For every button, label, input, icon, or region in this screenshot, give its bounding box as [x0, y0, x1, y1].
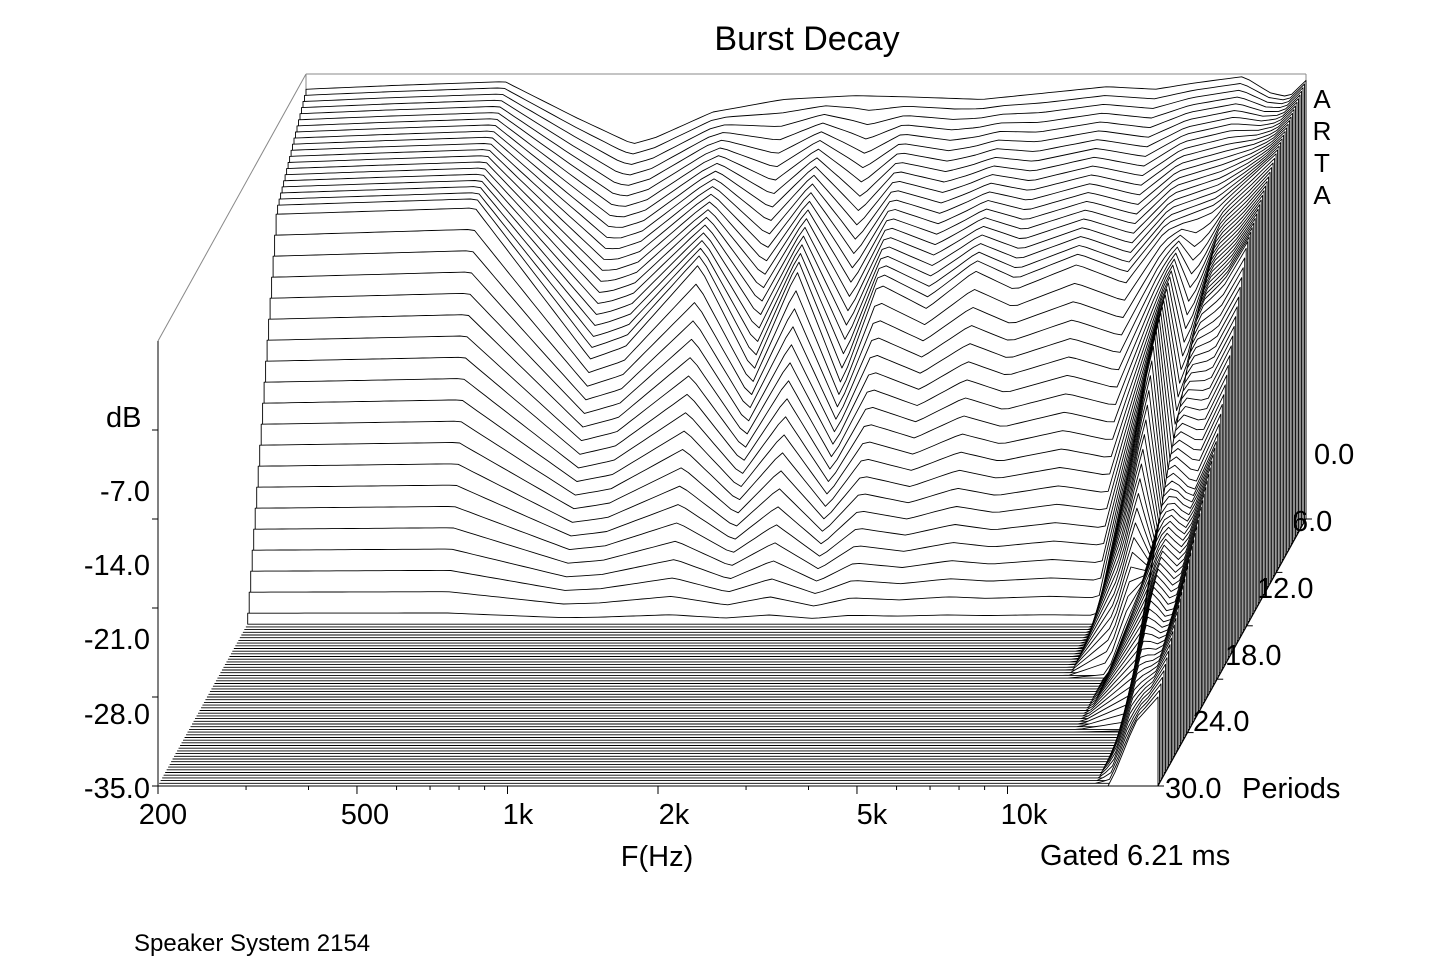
x-tick-label: 2k: [659, 799, 690, 831]
decay-slice: [184, 578, 1186, 738]
decay-slice: [160, 683, 1162, 782]
decay-slices: [157, 76, 1307, 787]
z-tick-label: 18.0: [1225, 640, 1281, 672]
z-tick-label: 30.0: [1165, 773, 1221, 805]
decay-slice: [209, 467, 1211, 693]
decay-slice: [169, 644, 1171, 765]
chart-title: Burst Decay: [714, 20, 899, 58]
y-tick-label: -35.0: [84, 773, 150, 805]
gate-note: Gated 6.21 ms: [1040, 840, 1230, 872]
decay-slice: [187, 565, 1189, 733]
x-tick-label: 10k: [1001, 799, 1048, 831]
software-mark-letter: T: [1314, 148, 1330, 178]
decay-slice: [194, 532, 1196, 720]
y-tick-label: -28.0: [84, 699, 150, 731]
decay-slice: [185, 572, 1187, 736]
decay-slice: [182, 585, 1184, 741]
decay-slice: [197, 519, 1199, 714]
decay-slice: [256, 213, 1258, 609]
decay-slice: [159, 690, 1160, 784]
decay-slice: [199, 513, 1201, 711]
decay-slice: [162, 676, 1163, 779]
decay-slice: [175, 617, 1177, 755]
decay-slice: [166, 657, 1168, 771]
y-tick-label: -7.0: [100, 476, 150, 508]
z-axis-unit-label: Periods: [1242, 773, 1340, 805]
x-axis-label: F(Hz): [621, 841, 693, 873]
decay-slice: [196, 526, 1198, 717]
top-left-depth-edge: [157, 73, 307, 342]
z-axis-line: [1157, 518, 1307, 787]
decay-slice: [191, 545, 1193, 725]
y-axis-label: dB: [106, 402, 141, 434]
decay-slice: [165, 663, 1166, 773]
chart-axes: [152, 341, 1312, 794]
y-tick-label: -14.0: [84, 550, 150, 582]
software-mark-letter: A: [1313, 180, 1331, 210]
software-mark-letter: R: [1313, 116, 1332, 146]
x-tick-label: 1k: [503, 799, 534, 831]
software-mark-letter: A: [1313, 84, 1331, 114]
decay-slice: [257, 208, 1259, 606]
decay-slice: [208, 473, 1210, 695]
z-tick-label: 24.0: [1193, 706, 1249, 738]
y-tick-label: -21.0: [84, 624, 150, 656]
decay-slice: [206, 480, 1208, 698]
decay-slice: [178, 604, 1180, 749]
x-tick-label: 200: [139, 799, 187, 831]
decay-slice: [188, 559, 1190, 730]
decay-slice: [163, 670, 1165, 776]
decay-slice: [172, 631, 1174, 760]
decay-slice: [179, 598, 1181, 746]
decay-slice: [168, 650, 1169, 768]
z-tick-label: 0.0: [1314, 439, 1354, 471]
decay-slice: [173, 624, 1175, 757]
footer-note: Speaker System 2154: [134, 930, 370, 957]
x-tick-label: 5k: [857, 799, 888, 831]
decay-slice: [203, 493, 1205, 703]
decay-slice: [200, 506, 1202, 709]
x-tick-label: 500: [341, 799, 389, 831]
decay-slice: [202, 500, 1204, 706]
decay-slice: [181, 591, 1183, 744]
z-tick-label: 12.0: [1257, 573, 1313, 605]
decay-slice: [193, 539, 1195, 722]
z-tick-label: 6.0: [1292, 506, 1332, 538]
decay-slice: [205, 486, 1207, 701]
decay-slice: [190, 552, 1192, 728]
decay-slice: [171, 637, 1172, 763]
decay-slice: [176, 611, 1178, 752]
